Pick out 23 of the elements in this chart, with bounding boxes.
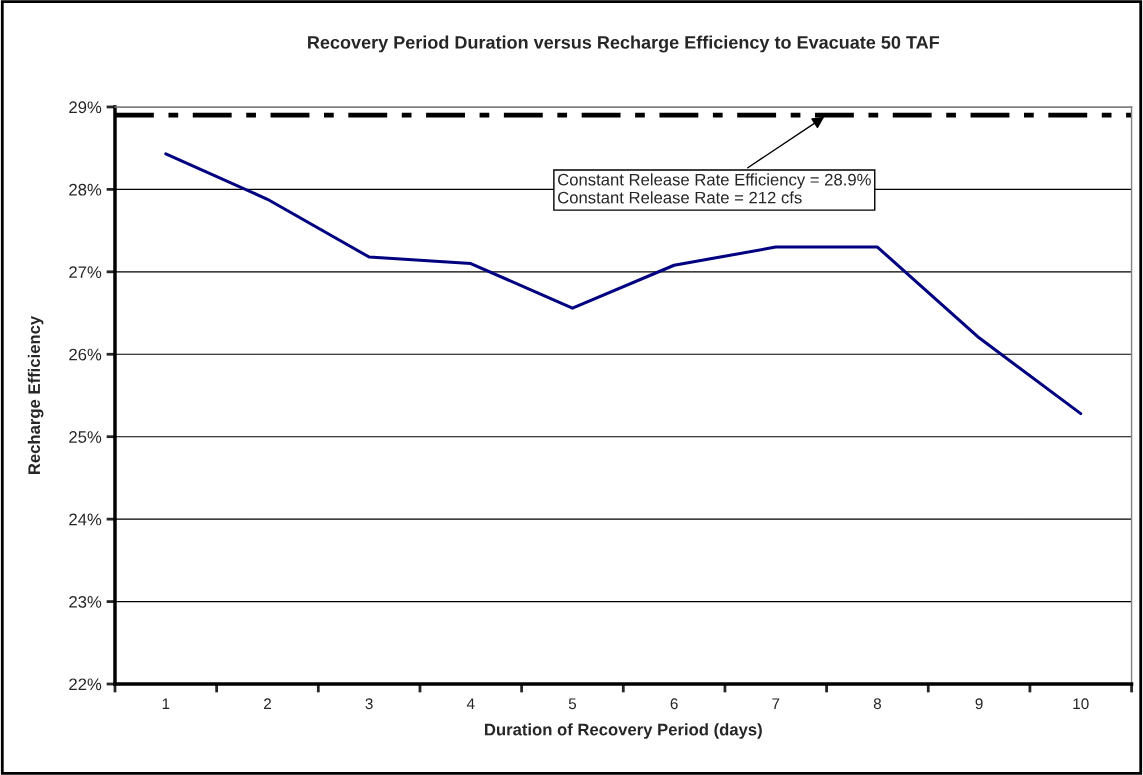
x-tick-label: 10 [1073,698,1089,710]
ref-line-label: Constant Release Rate Efficiency = 28.9% Constant Release Rate = 212 cfs [558,173,871,204]
chart-title: Recovery Period Duration versus Recharge Efficiency to Evacuate 50 TAF [308,35,940,53]
y-axis-title: Recharge Efficiency [27,315,44,475]
y-tick-label: 26% [69,348,102,361]
x-axis-title: Duration of Recovery Period (days) [485,723,762,739]
y-tick-label: 29% [69,101,102,114]
x-tick-label: 9 [975,698,983,710]
x-tick-label: 8 [873,698,882,710]
line-series [164,152,1083,416]
x-tick-label: 1 [162,698,170,709]
x-tick-label: 7 [772,698,780,709]
y-tick-label: 28% [69,183,102,196]
y-tick-label: 25% [69,431,102,443]
y-tick-label: 23% [69,595,102,608]
y-tick-label: 27% [69,266,102,278]
y-tick-label: 24% [69,513,102,526]
x-tick-label: 3 [365,698,373,710]
x-tick-label: 5 [568,698,577,710]
x-tick-label: 6 [670,698,678,710]
x-tick-label: 4 [466,698,475,709]
y-tick-label: 22% [69,678,102,691]
x-tick-label: 2 [263,698,271,709]
